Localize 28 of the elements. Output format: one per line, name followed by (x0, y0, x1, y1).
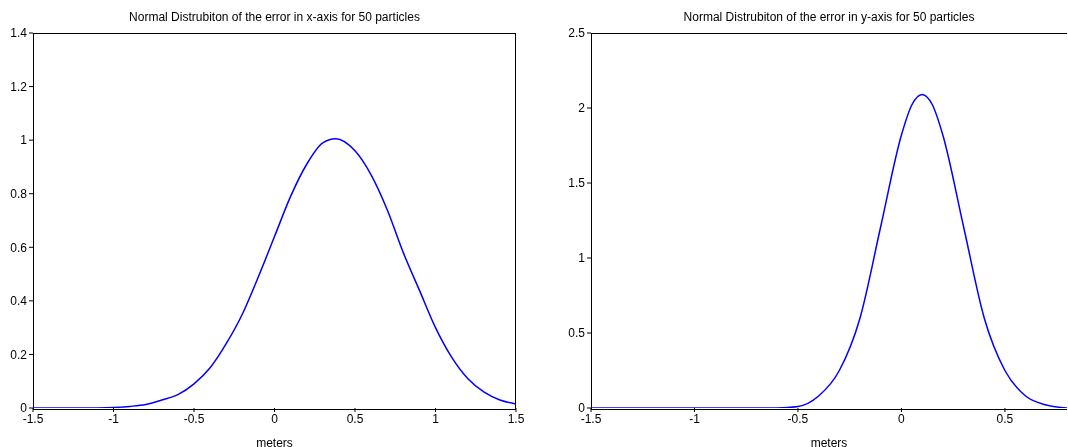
line-series (591, 93, 1067, 408)
x-axis-title: meters (256, 436, 293, 447)
y-tick-label: 2.5 (568, 26, 586, 41)
chart-title: Normal Distrubiton of the error in x-axis for 50 particles (128, 10, 421, 24)
y-tick-label: 0.4 (10, 294, 28, 309)
y-tick-label: 2 (578, 101, 586, 116)
x-tick-label: 0.5 (346, 411, 364, 426)
y-tick-label: 1 (578, 251, 586, 266)
y-tick-label: 0.8 (10, 186, 28, 201)
x-tick-label: -1 (689, 411, 701, 426)
y-tick-label: 0.6 (10, 240, 28, 255)
x-axis-title: meters (810, 436, 848, 447)
chart-title: Normal Distrubiton of the error in y-axis for 50 particles (682, 10, 976, 24)
y-tick-label: 0.2 (10, 347, 28, 362)
y-tick-label: 1.2 (10, 79, 28, 94)
x-tick-label: -0.5 (183, 411, 205, 426)
x-tick-label: 1 (432, 411, 440, 426)
x-tick-label: 0 (271, 411, 279, 426)
x-tick-label: 0 (898, 411, 906, 426)
y-tick-label: 1 (20, 133, 28, 148)
x-tick-label: -0.5 (787, 411, 809, 426)
x-tick-label: 1.5 (507, 411, 525, 426)
y-tick-label: 1.5 (568, 176, 586, 191)
line-series (33, 138, 516, 408)
x-tick-label: -1 (108, 411, 120, 426)
y-tick-label: 1.4 (10, 26, 28, 41)
x-tick-label: 0.5 (996, 411, 1014, 426)
y-tick-label: 0.5 (568, 326, 586, 341)
